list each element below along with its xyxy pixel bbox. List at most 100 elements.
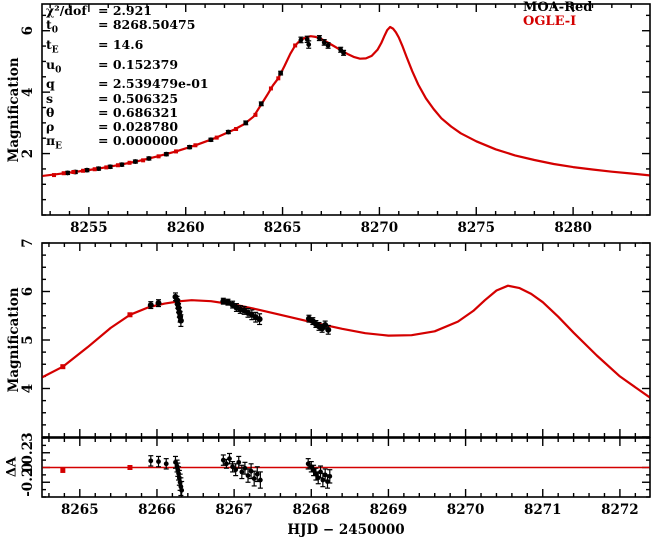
data-point-moa bbox=[146, 156, 152, 161]
parameter-symbol: t0 bbox=[46, 17, 59, 36]
x-tick-label: 8260 bbox=[167, 220, 205, 236]
data-point-ogle bbox=[92, 167, 97, 172]
fit-parameter-row: ρ = 0.028780 bbox=[46, 118, 209, 134]
fit-parameter-row: χ²/dof = 2.921 bbox=[46, 3, 209, 18]
panel-content bbox=[42, 452, 650, 497]
data-point-moa bbox=[254, 471, 260, 477]
data-point-moa bbox=[65, 170, 70, 176]
y-tick-label: 6 bbox=[20, 287, 36, 296]
data-point-ogle bbox=[174, 149, 179, 154]
y-tick-label: 4 bbox=[20, 87, 36, 96]
data-point-moa bbox=[243, 120, 249, 126]
x-axis-label: HJD − 2450000 bbox=[287, 522, 405, 538]
data-point-moa bbox=[316, 35, 322, 41]
data-point-moa bbox=[313, 471, 319, 477]
data-point-moa bbox=[107, 164, 113, 170]
data-point-ogle bbox=[141, 158, 146, 163]
data-point-ogle bbox=[81, 168, 86, 173]
parameter-symbol: χ²/dof bbox=[46, 3, 87, 18]
data-point-moa bbox=[236, 459, 242, 465]
data-point-moa bbox=[224, 461, 229, 467]
y-tick-label: 2 bbox=[20, 149, 36, 158]
data-point-moa bbox=[119, 162, 125, 168]
fit-parameter-row: tE = 14.6 bbox=[46, 36, 209, 58]
data-point-moa bbox=[248, 468, 254, 474]
x-tick-label: 8280 bbox=[554, 220, 592, 236]
data-point-moa bbox=[306, 42, 312, 47]
legend-item: MOA-Red bbox=[523, 0, 593, 15]
parameter-symbol: u0 bbox=[46, 56, 62, 76]
x-tick-label: 8272 bbox=[601, 502, 639, 518]
legend-item: OGLE-I bbox=[523, 13, 577, 29]
x-tick-label: 8268 bbox=[292, 502, 330, 518]
x-tick-label: 8269 bbox=[370, 502, 408, 518]
data-point-moa bbox=[239, 469, 245, 475]
data-point-moa bbox=[225, 129, 231, 135]
parameter-value: = 8268.50475 bbox=[98, 17, 196, 33]
parameter-symbol: πE bbox=[46, 133, 63, 152]
data-point-moa bbox=[298, 37, 304, 43]
data-point-moa bbox=[224, 299, 231, 306]
data-point-ogle bbox=[52, 173, 57, 178]
data-point-moa bbox=[163, 151, 169, 157]
data-point-ogle bbox=[104, 165, 109, 170]
data-point-ogle bbox=[253, 112, 258, 117]
fit-parameter-row: t0 = 8268.50475 bbox=[46, 18, 209, 38]
data-point-ogle bbox=[234, 127, 239, 132]
data-point-moa bbox=[227, 456, 232, 462]
data-point-moa bbox=[325, 43, 331, 48]
data-point-ogle bbox=[156, 154, 161, 159]
x-tick-label: 8265 bbox=[264, 220, 302, 236]
parameter-value: = 0.506325 bbox=[98, 90, 179, 106]
data-point-moa bbox=[187, 144, 192, 150]
data-point-moa bbox=[325, 326, 332, 333]
axis-ticks bbox=[42, 437, 650, 498]
fit-parameter-row: s = 0.506325 bbox=[46, 90, 209, 106]
parameter-symbol: tE bbox=[46, 36, 59, 56]
data-point-moa bbox=[321, 39, 327, 45]
data-point-moa bbox=[245, 473, 251, 479]
data-point-moa bbox=[220, 298, 227, 305]
y-axis-label-residual: ΔA bbox=[4, 456, 20, 478]
data-point-ogle bbox=[127, 465, 133, 470]
data-point-moa bbox=[147, 302, 154, 309]
data-point-moa bbox=[96, 166, 101, 172]
data-point-moa bbox=[257, 477, 263, 483]
axis-ticks bbox=[42, 4, 650, 216]
data-point-moa bbox=[156, 459, 161, 464]
parameter-value: = 2.921 bbox=[98, 3, 152, 18]
data-point-ogle bbox=[293, 43, 298, 48]
data-point-moa bbox=[230, 464, 235, 470]
panel-Mid: 3 4 5 6 7 bbox=[20, 238, 651, 442]
panel-Top: 8255 8260 8265 8270 8275 8280 2 4 6 bbox=[20, 3, 651, 236]
data-point-ogle bbox=[276, 76, 281, 81]
fit-parameters-block: χ²/dof = 2.921 t0 = 8268.50475 tE = 14.6 u0 = 0… bbox=[46, 3, 209, 154]
data-point-moa bbox=[305, 461, 311, 467]
data-point-moa bbox=[256, 316, 263, 323]
x-tick-label: 8271 bbox=[524, 502, 562, 518]
data-point-ogle bbox=[60, 364, 66, 370]
fit-parameter-row: q = 2.539479e-01 bbox=[46, 77, 209, 91]
data-point-moa bbox=[322, 321, 329, 328]
y-tick-label: 0.2 bbox=[20, 441, 36, 465]
data-point-moa bbox=[320, 477, 326, 483]
parameter-symbol: ρ bbox=[46, 118, 55, 134]
y-tick-label: 4 bbox=[20, 384, 36, 393]
parameter-symbol: s bbox=[46, 90, 54, 106]
fit-parameter-row: u0 = 0.152379 bbox=[46, 56, 209, 78]
data-point-moa bbox=[148, 458, 154, 464]
data-point-moa bbox=[341, 50, 346, 56]
parameter-value: = 14.6 bbox=[98, 36, 144, 52]
panel-frame bbox=[41, 242, 651, 438]
data-point-moa bbox=[242, 465, 248, 471]
panel-content bbox=[42, 284, 650, 399]
x-tick-label: 8266 bbox=[138, 502, 176, 518]
data-point-ogle bbox=[214, 135, 219, 140]
x-tick-label: 8275 bbox=[457, 220, 495, 236]
data-point-ogle bbox=[71, 170, 76, 175]
data-point-moa bbox=[258, 101, 264, 107]
parameter-value: = 0.152379 bbox=[98, 56, 179, 72]
data-point-ogle bbox=[61, 171, 66, 176]
fit-parameter-row: πE = 0.000000 bbox=[46, 134, 209, 154]
